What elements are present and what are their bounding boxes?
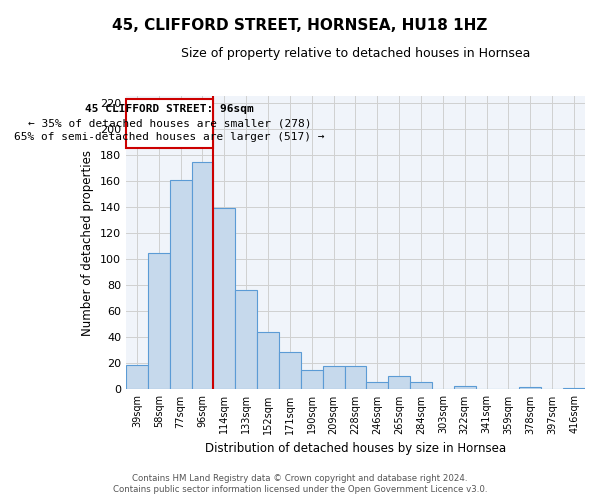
Bar <box>214 208 235 390</box>
Bar <box>148 252 170 390</box>
Text: ← 35% of detached houses are smaller (278): ← 35% of detached houses are smaller (27… <box>28 118 311 128</box>
Bar <box>323 366 344 390</box>
Title: Size of property relative to detached houses in Hornsea: Size of property relative to detached ho… <box>181 48 530 60</box>
Bar <box>388 376 410 390</box>
Text: 45 CLIFFORD STREET: 96sqm: 45 CLIFFORD STREET: 96sqm <box>85 104 254 114</box>
Bar <box>563 388 585 390</box>
Text: 45, CLIFFORD STREET, HORNSEA, HU18 1HZ: 45, CLIFFORD STREET, HORNSEA, HU18 1HZ <box>112 18 488 32</box>
Bar <box>301 370 323 390</box>
Bar <box>235 290 257 390</box>
Bar <box>410 382 432 390</box>
Bar <box>191 162 214 390</box>
FancyBboxPatch shape <box>126 99 214 148</box>
Bar <box>520 387 541 390</box>
Bar <box>257 332 279 390</box>
Bar <box>344 366 367 390</box>
Bar <box>279 352 301 390</box>
Text: 65% of semi-detached houses are larger (517) →: 65% of semi-detached houses are larger (… <box>14 132 325 142</box>
Bar <box>126 364 148 390</box>
Text: Contains HM Land Registry data © Crown copyright and database right 2024.
Contai: Contains HM Land Registry data © Crown c… <box>113 474 487 494</box>
Y-axis label: Number of detached properties: Number of detached properties <box>81 150 94 336</box>
Bar <box>367 382 388 390</box>
Bar <box>454 386 476 390</box>
Bar <box>170 180 191 390</box>
X-axis label: Distribution of detached houses by size in Hornsea: Distribution of detached houses by size … <box>205 442 506 455</box>
